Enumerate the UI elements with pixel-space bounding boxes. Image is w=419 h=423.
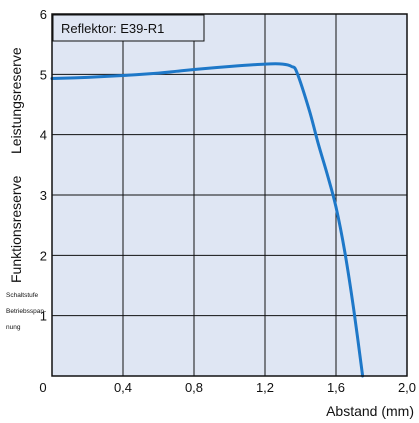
x-tick-label-5: 2,0 <box>398 380 416 395</box>
x-tick-label-0: 0 <box>39 380 46 395</box>
y-tick-label-1: 2 <box>40 248 47 263</box>
side-note-line3: nung <box>6 324 21 331</box>
y-tick-label-0: 1 <box>40 309 47 324</box>
tick-labels: 0 0,4 0,8 1,2 1,6 2,0 1 2 3 4 5 6 <box>39 7 416 395</box>
x-axis-label: Abstand (mm) <box>326 403 414 419</box>
legend-box <box>52 14 205 42</box>
y-axis-label-line2: Leistungsreserve <box>8 47 24 154</box>
y-tick-label-5: 6 <box>40 7 47 22</box>
x-tick-label-4: 1,6 <box>327 380 345 395</box>
y-tick-label-4: 5 <box>40 67 47 82</box>
side-note-line1: Schaltstufe <box>6 292 39 299</box>
y-axis-label-line1: Funktionsreserve <box>8 175 24 283</box>
legend-text: Reflektor: E39-R1 <box>61 21 164 36</box>
plot-frame <box>51 13 408 377</box>
y-tick-label-3: 4 <box>40 128 47 143</box>
y-tick-label-2: 3 <box>40 188 47 203</box>
x-tick-label-2: 0,8 <box>185 380 203 395</box>
x-tick-label-3: 1,2 <box>256 380 274 395</box>
x-tick-label-1: 0,4 <box>114 380 132 395</box>
series-line <box>50 62 365 378</box>
side-note-line2: Betriebsspan- <box>6 308 46 315</box>
